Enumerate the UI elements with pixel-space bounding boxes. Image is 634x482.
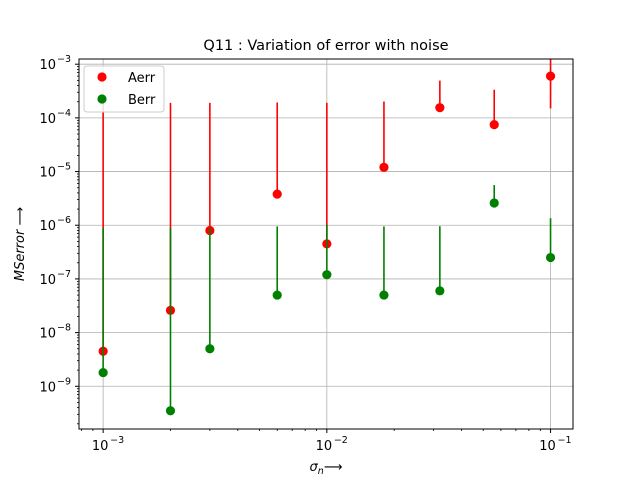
x-tick-exponent: −2	[334, 435, 348, 446]
legend-label-aerr: Aerr	[128, 71, 156, 86]
y-tick-exponent: −8	[57, 323, 71, 334]
y-tick-exponent: −6	[57, 215, 71, 226]
data-point	[165, 406, 176, 416]
x-tick-exponent: −3	[110, 435, 124, 446]
data-point	[205, 344, 215, 354]
legend-marker-aerr	[97, 72, 107, 82]
y-axis-label: MSerror ⟶	[13, 207, 28, 281]
x-tick-exponent: −1	[558, 435, 572, 446]
plot-area-frame	[78, 58, 574, 430]
y-tick-label: 10	[39, 166, 56, 181]
x-tick-label: 10	[539, 439, 556, 454]
y-tick-exponent: −4	[57, 108, 71, 119]
y-tick-label: 10	[39, 112, 56, 127]
data-point	[435, 286, 445, 296]
y-tick-exponent: −3	[57, 54, 71, 65]
y-tick-exponent: −9	[57, 376, 71, 387]
x-tick-label: 10	[92, 439, 109, 454]
chart-title: Q11 : Variation of error with noise	[203, 38, 448, 54]
data-point	[272, 189, 282, 199]
series-aerr	[98, 59, 556, 356]
series-berr	[98, 185, 556, 416]
data-point	[322, 270, 332, 280]
tick-layer: 10 −3 10 −2 10 −110 −910 −810 −710 −610 −510 −410 −3	[39, 54, 571, 454]
data-point	[489, 198, 499, 208]
legend-label-berr: Berr	[128, 93, 156, 108]
legend-marker-berr	[97, 94, 107, 104]
series-layer	[98, 59, 556, 416]
data-point	[272, 290, 282, 300]
data-point	[379, 290, 389, 300]
y-tick-exponent: −5	[57, 162, 71, 173]
y-axis-label-text: MSerror ⟶	[13, 207, 28, 281]
legend: Aerr Berr	[83, 65, 165, 113]
y-tick-label: 10	[39, 219, 56, 234]
x-axis-label-text: σn⟶	[310, 460, 343, 477]
data-point	[379, 162, 389, 172]
data-point	[435, 103, 445, 113]
y-tick-exponent: −7	[57, 269, 71, 280]
y-tick-label: 10	[39, 327, 56, 342]
y-tick-label: 10	[39, 273, 56, 288]
x-axis-label: σn⟶	[310, 460, 343, 477]
y-tick-label: 10	[39, 58, 56, 73]
data-point	[545, 71, 556, 81]
data-point	[98, 367, 108, 378]
y-tick-label: 10	[39, 380, 56, 395]
x-tick-label: 10	[316, 439, 333, 454]
data-point	[489, 119, 499, 130]
data-point	[545, 252, 556, 263]
